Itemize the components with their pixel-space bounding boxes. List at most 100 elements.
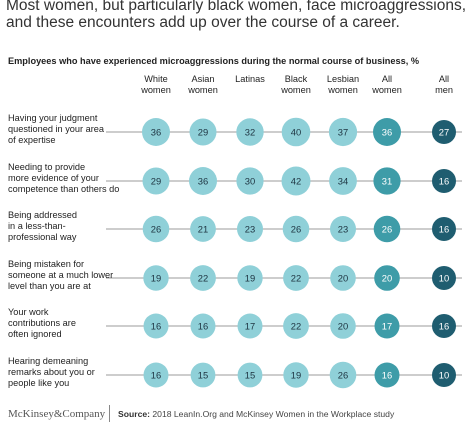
bubble-value-label: 10	[439, 272, 449, 283]
bubble-value-label: 26	[338, 369, 348, 380]
footer-source: Source: 2018 LeanIn.Org and McKinsey Wom…	[118, 409, 394, 419]
row-label: Needing to provide more evidence of your c…	[8, 162, 119, 194]
row-label: Being addressed in a less-than-profession…	[8, 210, 77, 242]
bubble-value-label: 27	[439, 126, 449, 137]
bubble-value-label: 23	[338, 223, 348, 234]
bubble-value-label: 21	[198, 223, 208, 234]
row-label: Your work contributions are often ignored	[8, 307, 76, 339]
bubble	[329, 361, 357, 389]
bubble	[143, 362, 169, 388]
bubble-value-label: 31	[382, 175, 392, 186]
bubble	[190, 313, 216, 339]
bubble	[282, 215, 310, 243]
bubble-value-label: 16	[439, 320, 449, 331]
bubble	[237, 265, 263, 291]
bubble	[374, 265, 400, 291]
bubble-value-label: 36	[198, 175, 208, 186]
bubble	[283, 362, 309, 388]
bubble-value-label: 26	[291, 223, 301, 234]
bubble	[142, 118, 170, 146]
bubble	[142, 215, 170, 243]
bubble	[328, 117, 358, 147]
bubble-value-label: 26	[382, 223, 392, 234]
bubble	[237, 362, 263, 388]
bubble-value-label: 42	[291, 175, 301, 186]
bubble-value-label: 15	[245, 369, 255, 380]
row-label: Hearing demeaning remarks about you or peo…	[8, 356, 95, 388]
bubble-value-label: 23	[245, 223, 255, 234]
bubble	[236, 118, 264, 146]
bubble-value-label: 20	[338, 320, 348, 331]
bubble-value-label: 16	[439, 175, 449, 186]
bubble-value-label: 29	[151, 175, 161, 186]
bubble	[237, 216, 263, 242]
column-header-2: Latinas	[235, 74, 265, 84]
bubble	[373, 118, 401, 146]
mckinsey-logo: McKinsey&Company	[8, 408, 106, 420]
chart-title: Employees who have experienced microaggr…	[8, 56, 420, 66]
column-header-5: All women	[371, 74, 402, 95]
bubble	[330, 313, 356, 339]
bubble-value-label: 10	[439, 369, 449, 380]
bubble	[374, 362, 400, 388]
column-header-3: Black women	[280, 74, 311, 95]
bubble-value-label: 19	[291, 369, 301, 380]
footer-divider	[109, 405, 110, 422]
bubble-value-label: 19	[151, 272, 161, 283]
bubble	[236, 167, 264, 195]
column-header-6: All men	[435, 74, 453, 95]
bubble	[189, 118, 217, 146]
bubble	[190, 216, 216, 242]
bubble-value-label: 17	[245, 320, 255, 331]
headline: Most women, but particularly black women…	[6, 0, 467, 31]
bubble	[190, 265, 216, 291]
bubble-value-label: 26	[151, 223, 161, 234]
bubble-value-label: 30	[245, 175, 255, 186]
bubble	[374, 313, 400, 339]
column-header-0: White women	[140, 74, 171, 95]
bubble-value-label: 15	[198, 369, 208, 380]
bubble-value-label: 22	[291, 320, 301, 331]
bubble	[189, 167, 217, 195]
bubble-value-label: 19	[245, 272, 255, 283]
bubble	[283, 313, 309, 339]
bubble-value-label: 16	[439, 223, 449, 234]
bubble-value-label: 37	[338, 126, 348, 137]
bubble	[281, 166, 311, 196]
column-header-4: Lesbian women	[327, 74, 359, 95]
bubble	[190, 362, 216, 388]
bubble	[142, 167, 170, 195]
bubble-value-label: 16	[151, 369, 161, 380]
bubble	[237, 313, 263, 339]
bubble-value-label: 22	[291, 272, 301, 283]
bubble-value-label: 17	[382, 320, 392, 331]
bubble	[373, 215, 401, 243]
bubble-value-label: 36	[382, 126, 392, 137]
row-label: Having your judgment questioned in your a…	[8, 113, 105, 145]
bubble-value-label: 32	[245, 126, 255, 137]
bubble	[432, 217, 456, 241]
row-label: Being mistaken for someone at a much lowe…	[8, 259, 113, 291]
bubble	[432, 169, 456, 193]
bubble	[330, 265, 356, 291]
source-text: 2018 LeanIn.Org and McKinsey Women in th…	[152, 409, 395, 419]
bubble-value-label: 16	[382, 369, 392, 380]
bubble-value-label: 16	[151, 320, 161, 331]
bubble	[330, 216, 356, 242]
bubble-value-label: 34	[338, 175, 348, 186]
bubble	[283, 265, 309, 291]
bubble	[143, 313, 169, 339]
bubble	[373, 167, 401, 195]
bubble-value-label: 29	[198, 126, 208, 137]
bubble-value-label: 16	[198, 320, 208, 331]
bubble-value-label: 20	[382, 272, 392, 283]
bubble	[432, 120, 456, 144]
bubble	[432, 363, 456, 387]
column-header-1: Asian women	[187, 74, 218, 95]
bubble	[281, 117, 311, 147]
bubble-chart: White women Asian women Latinas Black women Les…	[8, 74, 462, 389]
bubble	[143, 265, 169, 291]
bubble-value-label: 20	[338, 272, 348, 283]
bubble	[432, 314, 456, 338]
bubble-value-label: 40	[291, 126, 301, 137]
